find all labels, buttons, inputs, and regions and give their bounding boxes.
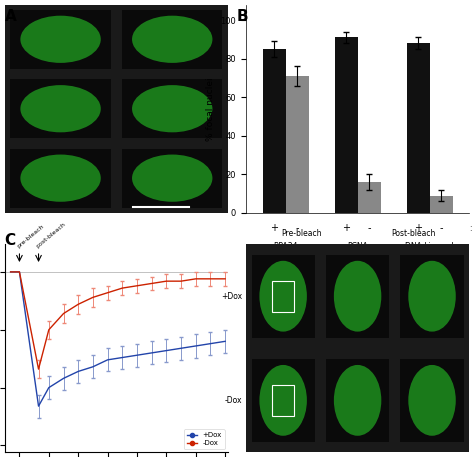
FancyBboxPatch shape	[401, 359, 464, 442]
Bar	[335, 37, 357, 213]
Ellipse shape	[408, 261, 456, 332]
FancyBboxPatch shape	[10, 10, 111, 69]
FancyBboxPatch shape	[252, 255, 315, 338]
FancyBboxPatch shape	[326, 359, 389, 442]
Bar	[357, 182, 381, 213]
Ellipse shape	[259, 365, 307, 436]
Text: pre-bleach: pre-bleach	[16, 223, 45, 249]
Text: post-bleach: post-bleach	[35, 221, 66, 249]
Ellipse shape	[20, 154, 101, 202]
FancyBboxPatch shape	[122, 10, 222, 69]
Text: : Dox: : Dox	[470, 224, 474, 233]
FancyBboxPatch shape	[10, 79, 111, 138]
Bar	[407, 43, 429, 213]
Text: DNA Ligase I: DNA Ligase I	[405, 242, 454, 251]
Bar	[272, 281, 294, 312]
Text: Pre-bleach: Pre-bleach	[282, 229, 322, 238]
Text: A: A	[5, 9, 17, 24]
Bar	[263, 49, 285, 213]
Bar	[429, 196, 453, 213]
Text: PCNA: PCNA	[347, 242, 368, 251]
Text: +Dox: +Dox	[221, 292, 242, 301]
FancyBboxPatch shape	[326, 255, 389, 338]
FancyBboxPatch shape	[252, 359, 315, 442]
FancyBboxPatch shape	[10, 149, 111, 207]
Text: C: C	[5, 233, 16, 248]
Ellipse shape	[20, 16, 101, 63]
Ellipse shape	[259, 261, 307, 332]
Text: Post-bleach: Post-bleach	[391, 229, 436, 238]
Ellipse shape	[408, 365, 456, 436]
Bar	[285, 76, 309, 213]
Ellipse shape	[334, 261, 381, 332]
Text: -Dox: -Dox	[225, 396, 242, 405]
Y-axis label: % focal nuclei: % focal nuclei	[206, 77, 215, 141]
Ellipse shape	[132, 85, 212, 133]
Bar	[272, 385, 294, 416]
Text: B: B	[237, 9, 249, 24]
Text: RPA34: RPA34	[273, 242, 298, 251]
Ellipse shape	[132, 154, 212, 202]
FancyBboxPatch shape	[122, 149, 222, 207]
FancyBboxPatch shape	[122, 79, 222, 138]
FancyBboxPatch shape	[401, 255, 464, 338]
Ellipse shape	[20, 85, 101, 133]
Ellipse shape	[334, 365, 381, 436]
Ellipse shape	[132, 16, 212, 63]
Legend: +Dox, -Dox: +Dox, -Dox	[184, 429, 225, 449]
